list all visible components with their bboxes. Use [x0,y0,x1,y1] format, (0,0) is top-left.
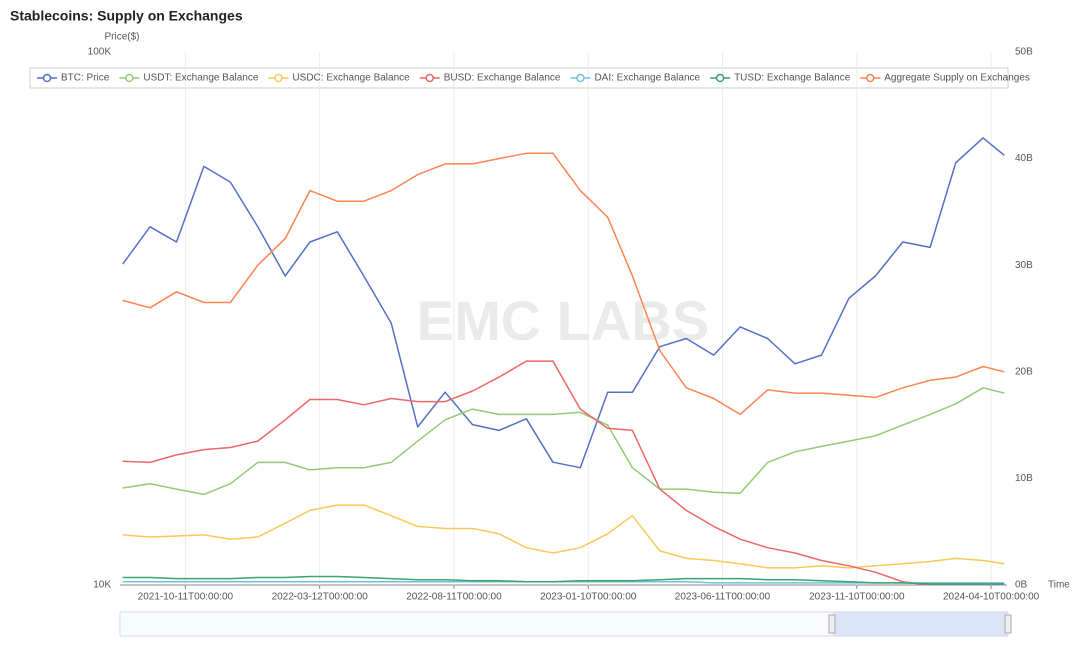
x-tick-label: 2023-01-10T00:00:00 [540,592,637,603]
legend-label[interactable]: BTC: Price [61,73,110,84]
zoom-handle[interactable] [1004,614,1012,634]
x-tick-label: 2023-06-11T00:00:00 [675,592,771,603]
legend-label[interactable]: TUSD: Exchange Balance [734,73,851,84]
y2-tick-label: 20B [1015,366,1033,377]
legend-label[interactable]: USDC: Exchange Balance [292,73,410,84]
legend-label[interactable]: DAI: Exchange Balance [594,73,700,84]
x-tick-label: 2023-11-10T00:00:00 [809,592,905,603]
y-axis-label: Price($) [104,32,139,43]
legend-icon [576,73,585,83]
y-tick-label: 100K [88,47,112,58]
y2-tick-label: 40B [1015,153,1033,164]
legend-icon [274,73,283,83]
legend-icon [42,73,52,83]
y2-tick-label: 10B [1015,473,1033,484]
zoom-handle[interactable] [828,614,836,634]
series-line [122,575,1005,585]
x-tick-label: 2022-03-12T00:00:00 [272,592,369,603]
y2-tick-label: 0B [1015,580,1028,591]
x-axis-label: Time [1048,580,1070,591]
legend-label[interactable]: BUSD: Exchange Balance [444,73,561,84]
y-tick-label: 10K [93,580,111,591]
y2-tick-label: 50B [1015,47,1033,58]
legend-icon [866,73,875,83]
series-line [122,504,1005,569]
series-line [122,152,1005,416]
x-tick-label: 2022-08-11T00:00:00 [406,592,502,603]
series-line [122,387,1005,496]
x-tick-label: 2024-04-10T00:00:00 [943,592,1040,603]
zoom-window[interactable] [833,612,1008,636]
y2-tick-label: 30B [1015,260,1033,271]
legend-icon [125,73,134,83]
legend-icon [715,73,725,83]
chart-title: Stablecoins: Supply on Exchanges [10,8,243,24]
x-tick-label: 2021-10-11T00:00:00 [138,592,234,603]
legend-label[interactable]: USDT: Exchange Balance [143,73,259,84]
legend-label[interactable]: Aggregate Supply on Exchanges [884,73,1030,84]
legend-icon [425,73,434,83]
watermark: EMC LABS [417,289,709,352]
legend-box [29,67,1009,89]
series-line [122,360,931,586]
